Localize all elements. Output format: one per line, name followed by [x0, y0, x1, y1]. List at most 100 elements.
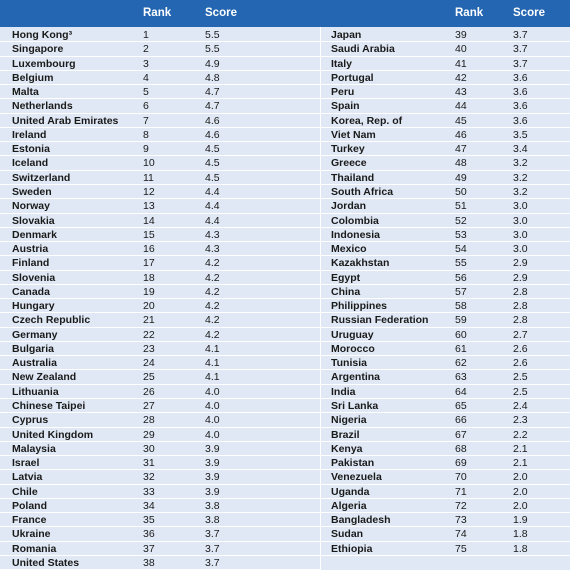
- row-separator: [321, 269, 570, 271]
- score: 3.0: [513, 243, 528, 256]
- country-name: India: [331, 385, 356, 398]
- row-separator: [0, 283, 320, 285]
- score: 3.7: [205, 556, 220, 569]
- row-separator: [0, 183, 320, 185]
- row-separator: [0, 212, 320, 214]
- country-name: France: [12, 514, 47, 527]
- score: 4.4: [205, 214, 220, 227]
- rank: 47: [455, 143, 467, 156]
- country-name: Hong Kong³: [12, 29, 73, 41]
- row-separator: [321, 98, 570, 100]
- row-separator: [0, 326, 320, 328]
- country-name: Slovenia: [12, 271, 56, 284]
- rank: 67: [455, 428, 467, 441]
- score: 4.1: [205, 371, 220, 384]
- score: 4.5: [205, 143, 220, 156]
- row-separator: [321, 383, 570, 385]
- rank: 40: [455, 43, 467, 56]
- country-name: Finland: [12, 257, 50, 270]
- score: 2.3: [513, 414, 528, 427]
- rank: 4: [143, 71, 149, 84]
- rank: 64: [455, 385, 467, 398]
- country-name: Ukraine: [12, 528, 51, 541]
- score: 3.8: [205, 499, 220, 512]
- score: 3.7: [205, 528, 220, 541]
- country-name: Israel: [12, 457, 40, 470]
- country-name: Uganda: [331, 485, 370, 498]
- column-divider: [320, 27, 321, 570]
- country-name: Korea, Rep. of: [331, 114, 403, 127]
- country-name: Tunisia: [331, 357, 367, 370]
- rank: 42: [455, 71, 467, 84]
- score: 2.8: [513, 300, 528, 313]
- row-separator: [0, 540, 320, 542]
- row-separator: [321, 283, 570, 285]
- score: 4.1: [205, 357, 220, 370]
- country-name: Venezuela: [331, 471, 382, 484]
- row-separator: [321, 540, 570, 542]
- row-separator: [321, 141, 570, 143]
- score: 2.8: [513, 285, 528, 298]
- country-name: New Zealand: [12, 371, 77, 384]
- rank: 48: [455, 157, 467, 170]
- score: 3.9: [205, 471, 220, 484]
- row-separator: [321, 312, 570, 314]
- score: 4.2: [205, 314, 220, 327]
- rank: 13: [143, 200, 155, 213]
- score: 3.6: [513, 100, 528, 113]
- rank: 11: [143, 171, 154, 184]
- rank: 16: [143, 243, 155, 256]
- score: 3.7: [205, 542, 220, 555]
- country-name: Lithuania: [12, 385, 59, 398]
- rank: 54: [455, 243, 467, 256]
- score: 4.2: [205, 271, 220, 284]
- row-separator: [321, 112, 570, 114]
- score: 3.4: [513, 143, 528, 156]
- row-separator: [321, 41, 570, 43]
- rank: 20: [143, 300, 155, 313]
- rank: 49: [455, 171, 467, 184]
- row-separator: [0, 398, 320, 400]
- row-separator: [321, 455, 570, 457]
- country-name: Pakistan: [331, 457, 375, 470]
- rank: 68: [455, 442, 467, 455]
- rank: 31: [143, 457, 155, 470]
- row-separator: [321, 554, 570, 556]
- country-name: Australia: [12, 357, 57, 370]
- score: 3.0: [513, 200, 528, 213]
- rank: 23: [143, 342, 155, 355]
- country-name: Mexico: [331, 243, 367, 256]
- row-separator: [321, 55, 570, 57]
- country-name: Jordan: [331, 200, 367, 213]
- rank: 22: [143, 328, 155, 341]
- row-separator: [0, 112, 320, 114]
- country-name: Malta: [12, 86, 39, 99]
- row-separator: [0, 340, 320, 342]
- country-name: Nigeria: [331, 414, 367, 427]
- score: 4.6: [205, 114, 220, 127]
- score: 2.0: [513, 485, 528, 498]
- column-header: Rank: [455, 7, 484, 19]
- country-name: Austria: [12, 243, 49, 256]
- rank: 63: [455, 371, 467, 384]
- country-name: Viet Nam: [331, 128, 376, 141]
- score: 1.9: [513, 514, 528, 527]
- score: 3.7: [513, 43, 528, 56]
- score: 3.8: [205, 514, 220, 527]
- row-separator: [321, 255, 570, 257]
- country-name: Turkey: [331, 143, 365, 156]
- rank: 29: [143, 428, 155, 441]
- row-separator: [321, 440, 570, 442]
- rank: 5: [143, 86, 149, 99]
- country-name: Ireland: [12, 128, 47, 141]
- score: 2.0: [513, 471, 528, 484]
- score: 3.9: [205, 442, 220, 455]
- country-name: Brazil: [331, 428, 360, 441]
- row-separator: [321, 241, 570, 243]
- row-separator: [321, 426, 570, 428]
- row-separator: [0, 41, 320, 43]
- row-separator: [321, 340, 570, 342]
- country-name: Russian Federation: [331, 314, 429, 327]
- score: 3.7: [513, 29, 528, 41]
